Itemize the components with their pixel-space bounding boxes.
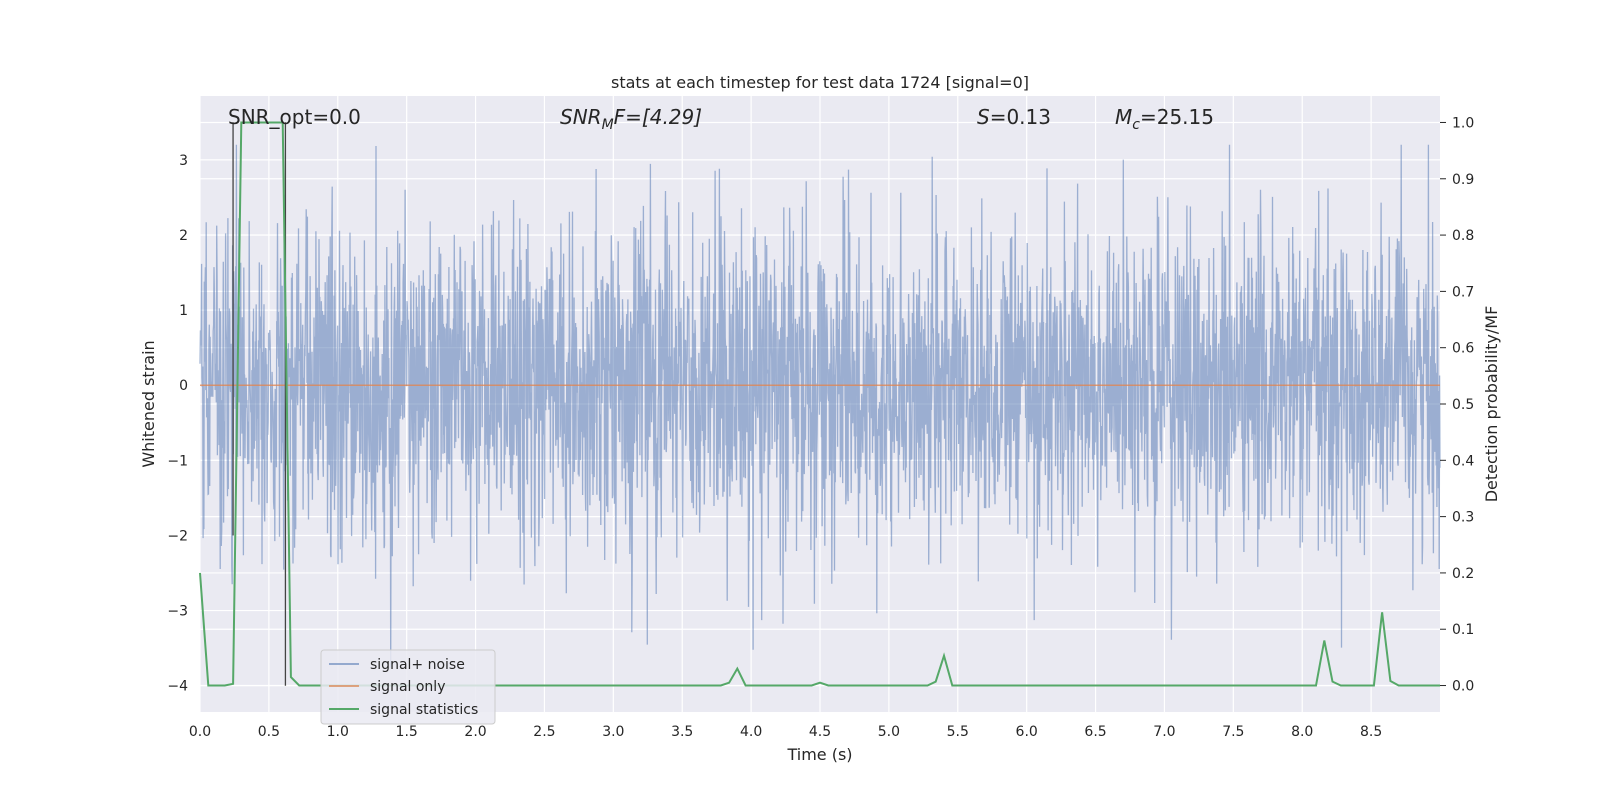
legend-label-signal-statistics: signal statistics bbox=[370, 702, 478, 718]
x-tick-label: 7.5 bbox=[1222, 724, 1244, 740]
y-tick-label-left: 2 bbox=[179, 228, 188, 244]
annotation-mc-base: M bbox=[1115, 105, 1132, 129]
x-tick-label: 3.5 bbox=[671, 724, 693, 740]
x-tick-label: 1.0 bbox=[327, 724, 349, 740]
annotation-snr-mf: SNRMF=[4.29] bbox=[560, 105, 702, 133]
legend-label-signal-noise: signal+ noise bbox=[370, 657, 465, 673]
x-tick-label: 2.0 bbox=[464, 724, 486, 740]
y-tick-label-right: 0.0 bbox=[1452, 679, 1474, 695]
legend-label-signal-only: signal only bbox=[370, 679, 445, 695]
y-tick-label-left: −3 bbox=[167, 604, 188, 620]
y-tick-label-left: −2 bbox=[167, 528, 188, 544]
y-tick-label-left: 3 bbox=[179, 153, 188, 169]
x-tick-label: 6.5 bbox=[1084, 724, 1106, 740]
y-tick-label-right: 0.6 bbox=[1452, 341, 1474, 357]
x-tick-label: 4.5 bbox=[809, 724, 831, 740]
annotation-snr-mf-rest: F=[4.29] bbox=[614, 105, 702, 129]
x-tick-label: 3.0 bbox=[602, 724, 624, 740]
x-tick-label: 4.0 bbox=[740, 724, 762, 740]
y-tick-label-left: −4 bbox=[167, 679, 188, 695]
annotation-snr-mf-sub: M bbox=[602, 117, 614, 133]
vertical-lines bbox=[232, 122, 287, 686]
series-signal-statistics bbox=[199, 121, 1440, 687]
x-tick-label: 8.0 bbox=[1291, 724, 1313, 740]
annotation-mc-rest: =25.15 bbox=[1140, 105, 1214, 129]
y-tick-label-right: 1.0 bbox=[1452, 115, 1474, 131]
annotation-mc-sub: c bbox=[1132, 117, 1140, 133]
annotation-s-rest: =0.13 bbox=[990, 105, 1051, 129]
x-tick-label: 0.0 bbox=[189, 724, 211, 740]
annotation-mc: Mc=25.15 bbox=[1115, 105, 1214, 133]
series-signal-noise-line bbox=[199, 144, 1441, 668]
x-tick-label: 1.5 bbox=[396, 724, 418, 740]
y-tick-label-left: 0 bbox=[179, 378, 188, 394]
y-tick-label-right: 0.9 bbox=[1452, 172, 1474, 188]
chart-title: stats at each timestep for test data 172… bbox=[611, 73, 1029, 92]
y-axis-label-left: Whitened strain bbox=[139, 340, 158, 467]
y-tick-label-right: 0.2 bbox=[1452, 566, 1474, 582]
x-axis-label: Time (s) bbox=[786, 745, 852, 764]
x-tick-label: 7.0 bbox=[1153, 724, 1175, 740]
x-tick-label: 8.5 bbox=[1360, 724, 1382, 740]
x-tick-label: 5.0 bbox=[878, 724, 900, 740]
y-tick-label-right: 0.4 bbox=[1452, 453, 1474, 469]
y-tick-label-right: 0.3 bbox=[1452, 510, 1474, 526]
y-ticks-left: 3 2 1 0 −1 −2 −3 −4 bbox=[167, 153, 188, 695]
x-tick-label: 0.5 bbox=[258, 724, 280, 740]
y-ticks-right: 1.0 0.9 0.8 0.7 0.6 0.5 0.4 0.3 0.2 0.1 0.0 bbox=[1440, 115, 1474, 695]
annotation-snr-opt: SNR_opt=0.0 bbox=[228, 105, 361, 129]
y-tick-label-right: 0.1 bbox=[1452, 622, 1474, 638]
y-tick-label-right: 0.5 bbox=[1452, 397, 1474, 413]
y-tick-label-left: 1 bbox=[179, 303, 188, 319]
annotation-s: S=0.13 bbox=[977, 105, 1051, 129]
y-tick-label-left: −1 bbox=[167, 453, 188, 469]
x-tick-label: 5.5 bbox=[947, 724, 969, 740]
annotation-snr-mf-base: SNR bbox=[560, 105, 602, 129]
y-axis-label-right: Detection probability/MF bbox=[1482, 306, 1501, 503]
x-tick-label: 2.5 bbox=[533, 724, 555, 740]
x-tick-label: 6.0 bbox=[1016, 724, 1038, 740]
series-signal-statistics-line bbox=[199, 121, 1440, 687]
legend-box bbox=[320, 649, 496, 725]
y-tick-label-right: 0.7 bbox=[1452, 284, 1474, 300]
series-signal-noise bbox=[199, 144, 1441, 668]
y-tick-label-right: 0.8 bbox=[1452, 228, 1474, 244]
annotation-s-var: S bbox=[977, 105, 990, 129]
x-ticks: 0.0 0.5 1.0 1.5 2.0 2.5 3.0 3.5 4.0 4.5 5.0 5.5 6.0 6… bbox=[189, 724, 1382, 740]
legend: signal+ noise signal only signal statist… bbox=[320, 649, 496, 725]
